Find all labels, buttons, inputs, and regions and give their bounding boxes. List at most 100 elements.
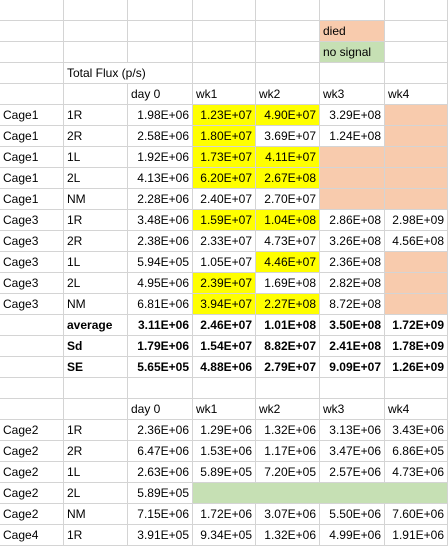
value-cell[interactable]: 2.36E+08: [320, 252, 385, 273]
cell[interactable]: [385, 378, 448, 399]
value-cell[interactable]: 5.50E+06: [320, 504, 385, 525]
cell[interactable]: [193, 42, 256, 63]
id-cell[interactable]: 2L: [64, 273, 128, 294]
stat-value[interactable]: 1.78E+09: [385, 336, 448, 357]
cell[interactable]: [0, 378, 64, 399]
cell[interactable]: [385, 63, 448, 84]
id-cell[interactable]: NM: [64, 189, 128, 210]
stat-label[interactable]: Sd: [64, 336, 128, 357]
column-header[interactable]: day 0: [128, 84, 193, 105]
cage-cell[interactable]: Cage4: [0, 525, 64, 546]
cage-cell[interactable]: Cage1: [0, 126, 64, 147]
value-cell[interactable]: 2.82E+08: [320, 273, 385, 294]
stat-value[interactable]: 1.72E+09: [385, 315, 448, 336]
value-cell[interactable]: 2.67E+08: [256, 168, 320, 189]
value-cell[interactable]: 7.60E+06: [385, 504, 448, 525]
cell[interactable]: [193, 21, 256, 42]
value-cell[interactable]: 5.89E+05: [193, 462, 256, 483]
cage-cell[interactable]: Cage2: [0, 462, 64, 483]
value-cell[interactable]: 1.69E+08: [256, 273, 320, 294]
stat-value[interactable]: 2.41E+08: [320, 336, 385, 357]
cell[interactable]: [64, 399, 128, 420]
value-cell[interactable]: [385, 273, 448, 294]
value-cell[interactable]: 7.20E+05: [256, 462, 320, 483]
no-signal-fill[interactable]: [193, 483, 448, 504]
value-cell[interactable]: 1.80E+07: [193, 126, 256, 147]
value-cell[interactable]: 3.47E+06: [320, 441, 385, 462]
cage-cell[interactable]: Cage2: [0, 420, 64, 441]
cell[interactable]: [64, 0, 128, 21]
value-cell[interactable]: [385, 189, 448, 210]
cage-cell[interactable]: Cage2: [0, 441, 64, 462]
cell[interactable]: [0, 357, 64, 378]
value-cell[interactable]: 6.86E+05: [385, 441, 448, 462]
id-cell[interactable]: 1L: [64, 462, 128, 483]
cage-cell[interactable]: Cage3: [0, 252, 64, 273]
cell[interactable]: [64, 42, 128, 63]
stat-value[interactable]: 4.88E+06: [193, 357, 256, 378]
table-title[interactable]: Total Flux (p/s): [64, 63, 193, 84]
cell[interactable]: [256, 21, 320, 42]
column-header[interactable]: wk1: [193, 84, 256, 105]
value-cell[interactable]: 1.92E+06: [128, 147, 193, 168]
cell[interactable]: [128, 0, 193, 21]
value-cell[interactable]: 3.29E+08: [320, 105, 385, 126]
cell[interactable]: [64, 378, 128, 399]
stat-value[interactable]: 1.01E+08: [256, 315, 320, 336]
id-cell[interactable]: 1R: [64, 105, 128, 126]
value-cell[interactable]: 4.13E+06: [128, 168, 193, 189]
stat-value[interactable]: 9.09E+07: [320, 357, 385, 378]
value-cell[interactable]: 3.13E+06: [320, 420, 385, 441]
stat-value[interactable]: 8.82E+07: [256, 336, 320, 357]
value-cell[interactable]: [320, 189, 385, 210]
stat-value[interactable]: 3.11E+06: [128, 315, 193, 336]
value-cell[interactable]: 9.34E+05: [193, 525, 256, 546]
value-cell[interactable]: 1.32E+06: [256, 420, 320, 441]
value-cell[interactable]: 2.39E+07: [193, 273, 256, 294]
cell[interactable]: [320, 63, 385, 84]
value-cell[interactable]: 1.72E+06: [193, 504, 256, 525]
value-cell[interactable]: 4.73E+06: [385, 462, 448, 483]
cage-cell[interactable]: Cage3: [0, 210, 64, 231]
value-cell[interactable]: 1.53E+06: [193, 441, 256, 462]
value-cell[interactable]: 1.73E+07: [193, 147, 256, 168]
cage-cell[interactable]: Cage1: [0, 189, 64, 210]
value-cell[interactable]: [320, 147, 385, 168]
cell[interactable]: [385, 42, 448, 63]
value-cell[interactable]: 3.91E+05: [128, 525, 193, 546]
value-cell[interactable]: 6.81E+06: [128, 294, 193, 315]
value-cell[interactable]: 2.98E+09: [385, 210, 448, 231]
id-cell[interactable]: 1L: [64, 147, 128, 168]
value-cell[interactable]: 1.59E+07: [193, 210, 256, 231]
cell[interactable]: [0, 336, 64, 357]
cell[interactable]: [320, 378, 385, 399]
value-cell[interactable]: 1.91E+06: [385, 525, 448, 546]
value-cell[interactable]: 1.24E+08: [320, 126, 385, 147]
value-cell[interactable]: 1.29E+06: [193, 420, 256, 441]
cell[interactable]: [0, 21, 64, 42]
id-cell[interactable]: 2L: [64, 483, 128, 504]
value-cell[interactable]: 1.04E+08: [256, 210, 320, 231]
value-cell[interactable]: 4.11E+07: [256, 147, 320, 168]
cell[interactable]: [193, 0, 256, 21]
cell[interactable]: [320, 0, 385, 21]
stat-value[interactable]: 5.65E+05: [128, 357, 193, 378]
stat-value[interactable]: 3.50E+08: [320, 315, 385, 336]
stat-value[interactable]: 1.54E+07: [193, 336, 256, 357]
cell[interactable]: [193, 378, 256, 399]
value-cell[interactable]: [385, 105, 448, 126]
value-cell[interactable]: 4.95E+06: [128, 273, 193, 294]
stat-label[interactable]: average: [64, 315, 128, 336]
value-cell[interactable]: 7.15E+06: [128, 504, 193, 525]
column-header[interactable]: day 0: [128, 399, 193, 420]
cell[interactable]: [0, 42, 64, 63]
cell[interactable]: [64, 21, 128, 42]
cage-cell[interactable]: Cage1: [0, 105, 64, 126]
value-cell[interactable]: 1.17E+06: [256, 441, 320, 462]
column-header[interactable]: wk3: [320, 399, 385, 420]
cell[interactable]: [64, 84, 128, 105]
stat-label[interactable]: SE: [64, 357, 128, 378]
value-cell[interactable]: 1.23E+07: [193, 105, 256, 126]
cell[interactable]: [0, 84, 64, 105]
cage-cell[interactable]: Cage1: [0, 168, 64, 189]
